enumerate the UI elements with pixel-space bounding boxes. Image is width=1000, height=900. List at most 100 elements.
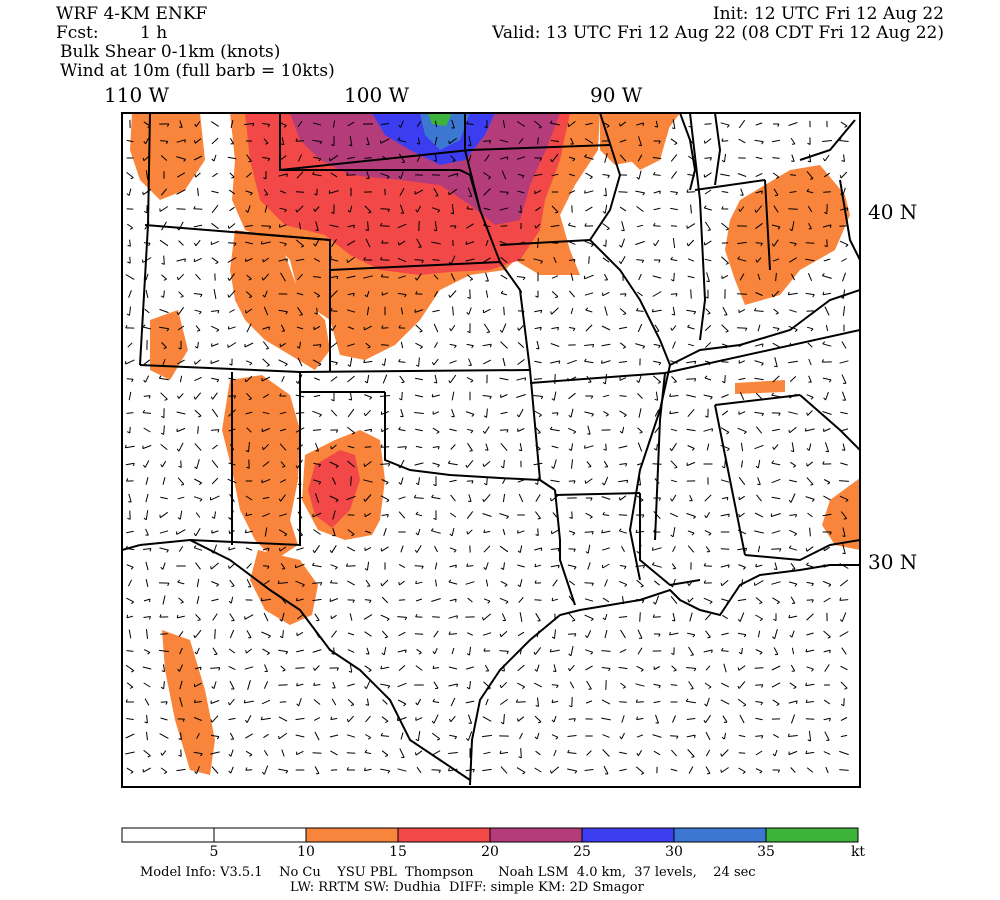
wind-barb bbox=[687, 749, 695, 757]
wind-barb bbox=[636, 579, 644, 587]
wind-barb bbox=[213, 681, 217, 689]
wind-barb bbox=[364, 205, 372, 213]
wind-barb-feather bbox=[449, 328, 452, 332]
wind-barb-feather bbox=[176, 448, 180, 452]
wind-barb bbox=[465, 700, 475, 704]
wind-barb bbox=[346, 426, 356, 434]
wind-barb-feather bbox=[676, 735, 679, 740]
wind-barb-feather bbox=[601, 482, 605, 486]
wind-barb bbox=[788, 292, 798, 296]
wind-barb bbox=[448, 752, 458, 754]
wind-barb bbox=[227, 257, 237, 263]
wind-barb bbox=[805, 258, 815, 262]
wind-barb-feather bbox=[623, 414, 627, 418]
wind-barb bbox=[724, 153, 726, 163]
wind-barb-feather bbox=[352, 599, 355, 604]
wind-barb bbox=[416, 648, 422, 654]
wind-barb bbox=[448, 768, 458, 772]
wind-barb bbox=[585, 649, 593, 653]
wind-barb bbox=[312, 429, 322, 431]
wind-barb bbox=[672, 715, 676, 723]
wind-barb-feather bbox=[844, 687, 848, 690]
wind-barb-feather bbox=[330, 327, 333, 331]
legend-swatch bbox=[765, 827, 859, 843]
wind-barb-feather bbox=[753, 307, 757, 311]
wind-barb-feather bbox=[437, 209, 441, 213]
wind-barb bbox=[721, 324, 729, 332]
wind-barb-feather bbox=[404, 294, 407, 298]
wind-barb-feather bbox=[839, 597, 842, 601]
wind-barb bbox=[721, 598, 729, 602]
wind-barb-feather bbox=[405, 649, 407, 654]
wind-barb bbox=[585, 478, 593, 484]
wind-barb bbox=[246, 715, 252, 723]
wind-barb-feather bbox=[283, 125, 287, 128]
wind-barb bbox=[806, 564, 814, 568]
wind-barb bbox=[380, 666, 390, 670]
wind-barb bbox=[653, 750, 661, 756]
wind-barb bbox=[466, 376, 474, 382]
wind-barb bbox=[738, 632, 746, 636]
wind-barb-feather bbox=[216, 379, 220, 383]
wind-barb-feather bbox=[364, 294, 368, 298]
wind-barb-feather bbox=[693, 311, 697, 315]
longitude-label-110w: 110 W bbox=[104, 83, 170, 107]
wind-barb-feather bbox=[368, 211, 372, 214]
wind-barb-feather bbox=[125, 699, 128, 703]
wind-barb-feather bbox=[404, 446, 407, 450]
wind-barb bbox=[367, 221, 369, 231]
wind-barb bbox=[603, 476, 609, 486]
wind-barb bbox=[145, 510, 149, 520]
wind-barb bbox=[246, 392, 252, 400]
wind-barb bbox=[296, 326, 304, 330]
wind-barb-feather bbox=[572, 328, 576, 332]
wind-barb bbox=[755, 684, 763, 686]
wind-barb-feather bbox=[760, 702, 764, 706]
wind-barb bbox=[415, 513, 423, 517]
wind-barb bbox=[551, 529, 559, 535]
wind-barb bbox=[772, 375, 780, 383]
wind-barb bbox=[483, 207, 491, 211]
wind-barb-feather bbox=[601, 360, 603, 364]
wind-barb-feather bbox=[587, 433, 591, 435]
wind-barb bbox=[179, 375, 183, 383]
wind-barb bbox=[705, 630, 711, 638]
wind-barb bbox=[229, 732, 235, 740]
wind-barb bbox=[502, 528, 506, 536]
wind-barb bbox=[517, 564, 525, 568]
legend-label-30: 30 bbox=[665, 844, 683, 860]
wind-barb bbox=[214, 511, 216, 519]
wind-barb-feather bbox=[533, 651, 536, 655]
wind-barb bbox=[500, 766, 508, 774]
wind-barb-feather bbox=[550, 770, 552, 774]
wind-barb bbox=[145, 561, 149, 571]
wind-barb bbox=[823, 751, 831, 755]
wind-barb bbox=[519, 579, 523, 587]
wind-barb bbox=[144, 460, 150, 468]
wind-barb bbox=[536, 664, 540, 672]
boundary-mississippi-river bbox=[588, 113, 672, 581]
wind-barb bbox=[704, 714, 712, 724]
wind-barb bbox=[196, 766, 200, 774]
wind-barb bbox=[669, 411, 679, 415]
wind-barb-feather bbox=[452, 160, 456, 162]
wind-barb bbox=[671, 494, 677, 502]
wind-barb-feather bbox=[279, 393, 282, 397]
wind-barb-feather bbox=[704, 515, 707, 519]
wind-barb bbox=[177, 325, 185, 331]
wind-barb bbox=[840, 734, 848, 738]
wind-barb bbox=[381, 479, 389, 483]
wind-barb-feather bbox=[506, 429, 509, 433]
wind-barb bbox=[347, 699, 355, 705]
wind-barb-feather bbox=[178, 738, 182, 741]
wind-barb-feather bbox=[568, 414, 572, 418]
wind-barb-feather bbox=[228, 770, 232, 774]
wind-barb-feather bbox=[335, 499, 339, 503]
wind-barb-feather bbox=[161, 670, 165, 673]
wind-barb bbox=[587, 425, 591, 435]
wind-barb bbox=[414, 394, 424, 398]
wind-barb-feather bbox=[316, 295, 321, 298]
wind-barb bbox=[211, 408, 219, 418]
wind-barb bbox=[400, 120, 404, 128]
wind-barb bbox=[417, 137, 421, 145]
